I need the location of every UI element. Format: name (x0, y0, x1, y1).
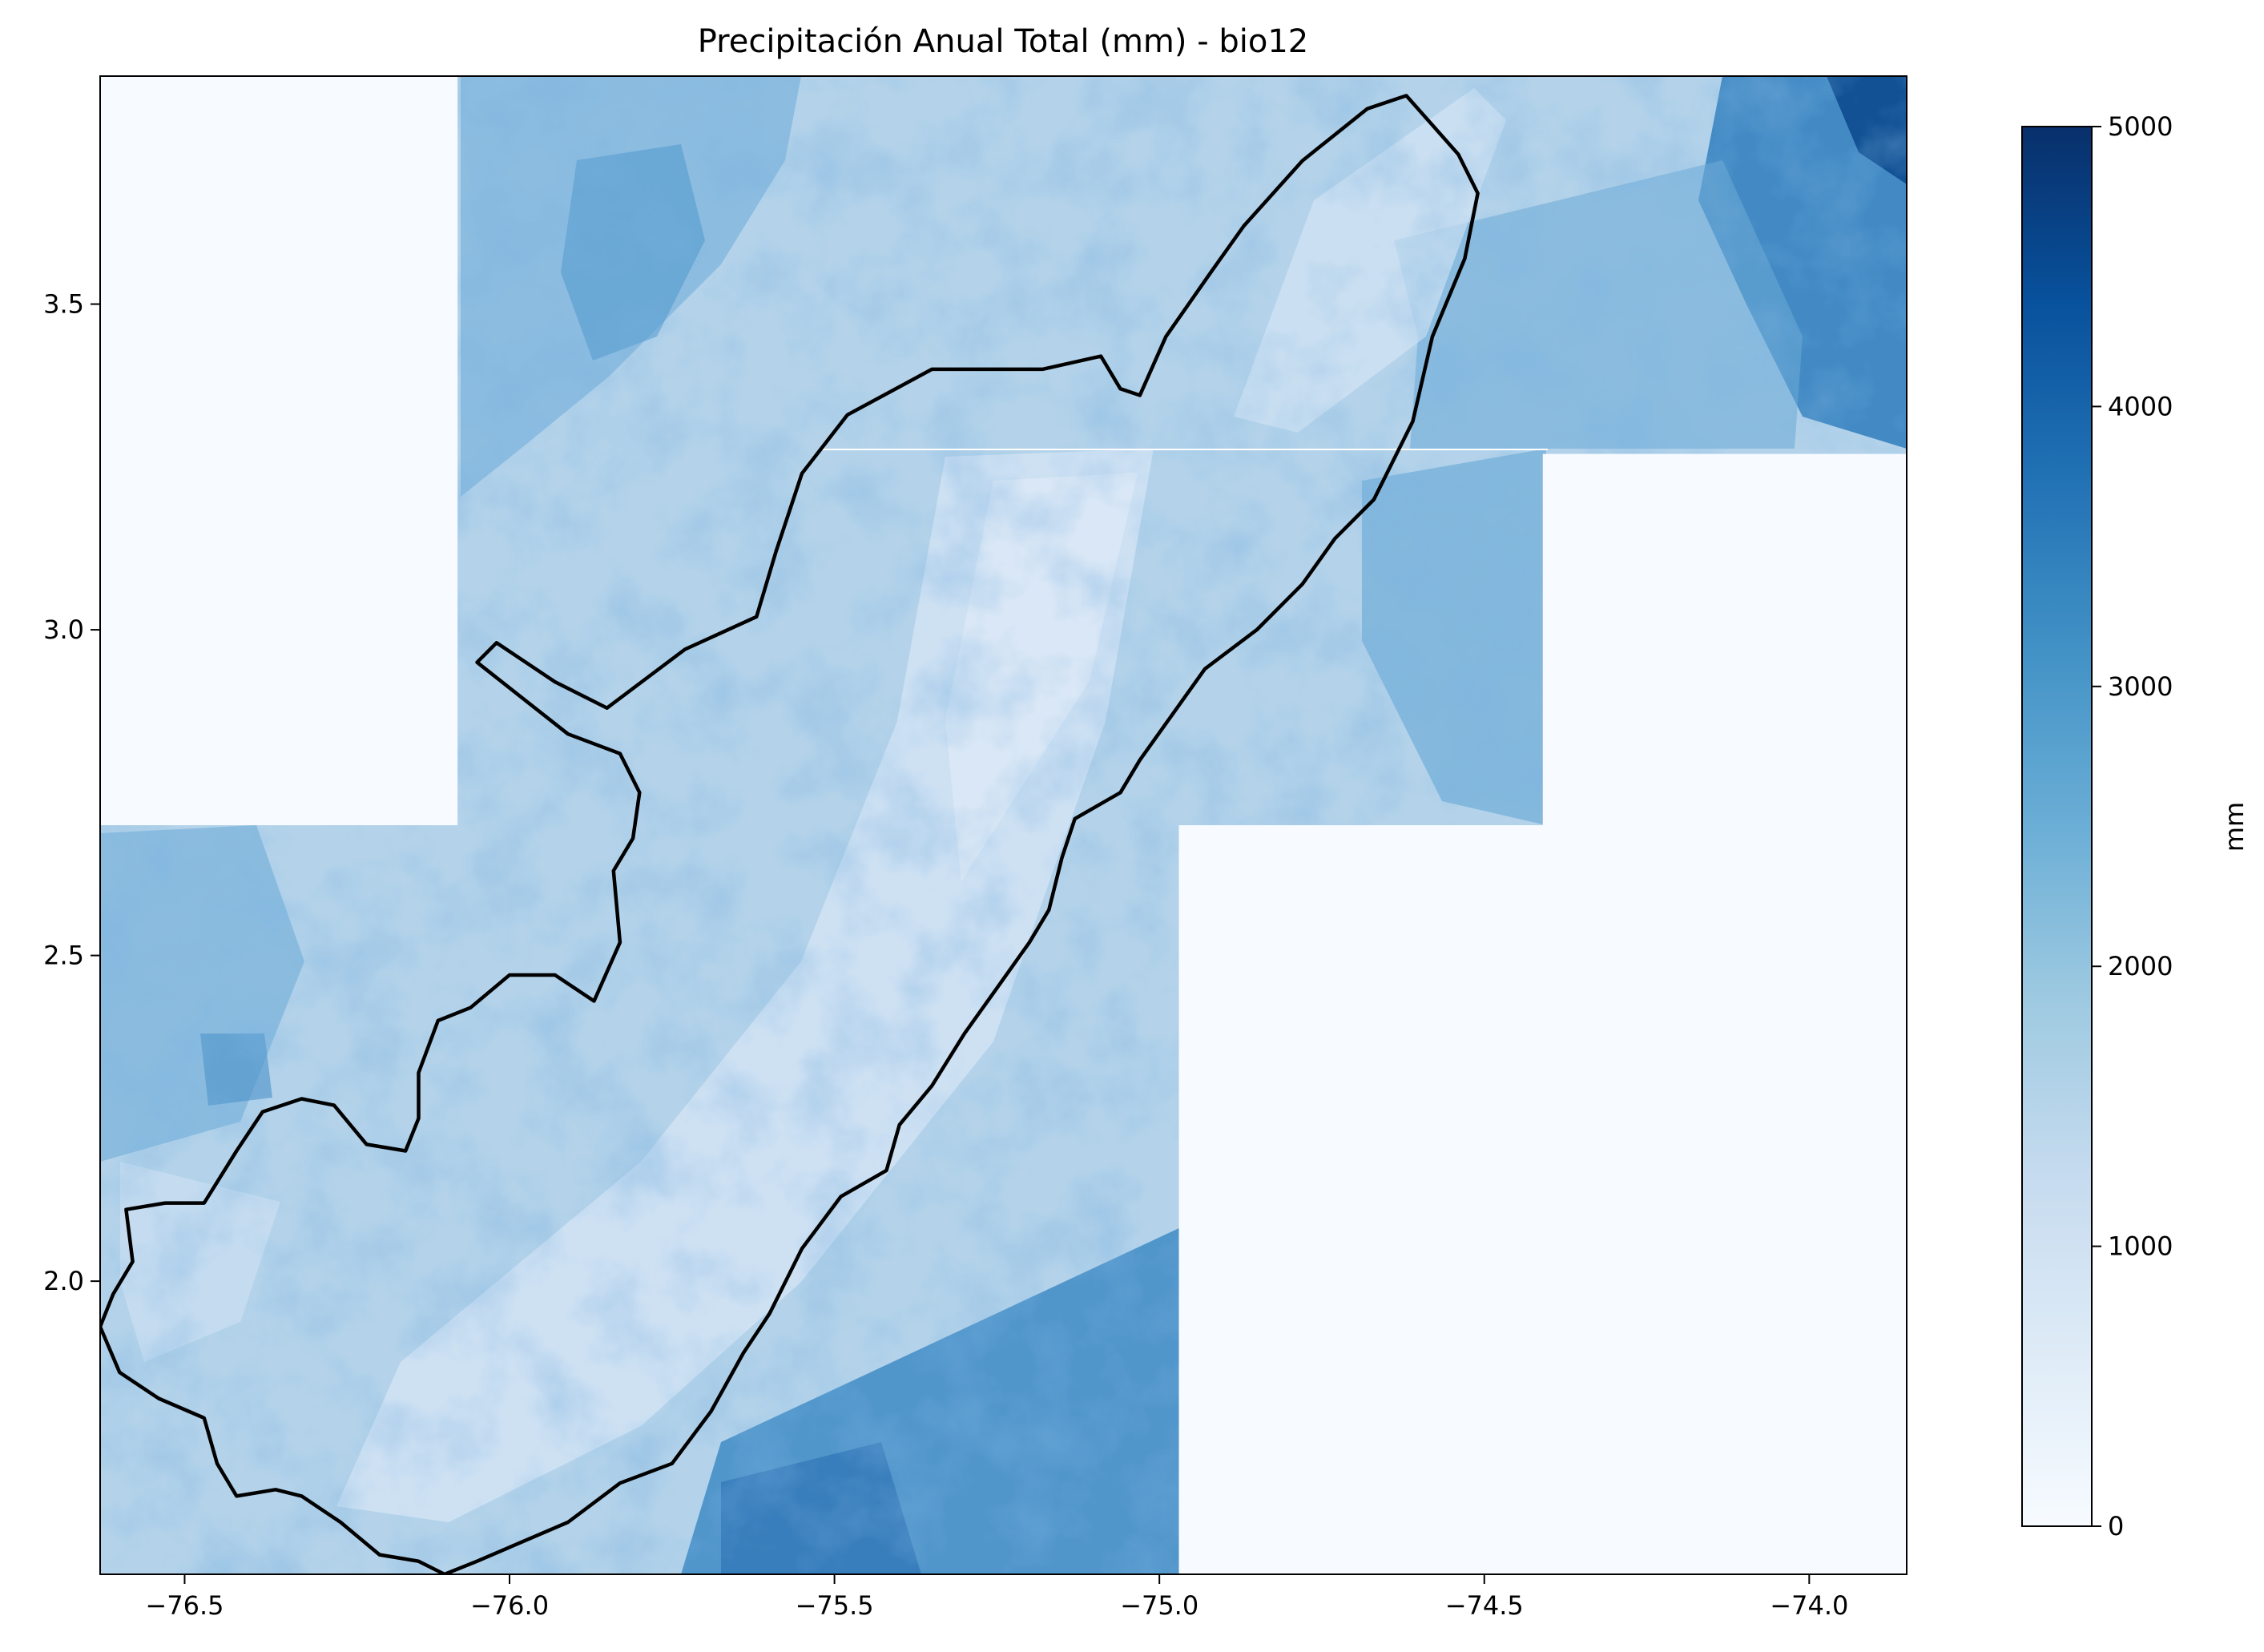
colorbar-label: mm (2219, 802, 2250, 852)
department-boundary (100, 94, 1480, 1574)
no-data-region (1542, 453, 1907, 825)
no-data-region (100, 76, 458, 825)
x-axis: −76.5 −76.0 −75.5 −75.0 −74.5 −74.0 (145, 1574, 1848, 1621)
x-tick-label: −75.5 (796, 1590, 874, 1621)
colorbar-tick-label: 0 (2108, 1511, 2124, 1541)
colorbar-gradient (2022, 127, 2092, 1526)
y-tick-label: 3.5 (43, 289, 84, 320)
colorbar-frame (2021, 126, 2093, 1527)
y-tick-label: 2.5 (43, 941, 84, 971)
x-tick-label: −74.5 (1445, 1590, 1524, 1621)
x-tick-label: −74.0 (1770, 1590, 1848, 1621)
y-axis: 3.5 3.0 2.5 2.0 (43, 289, 100, 1296)
colorbar-tick-label: 5000 (2108, 111, 2173, 142)
no-data-region (1178, 825, 1907, 1574)
y-tick-label: 3.0 (43, 614, 84, 645)
map-area (100, 76, 1907, 1574)
colorbar-tick-label: 2000 (2108, 951, 2173, 981)
x-tick-label: −76.0 (470, 1590, 549, 1621)
axes-frame (99, 75, 1907, 1575)
colorbar-tick-label: 1000 (2108, 1231, 2173, 1262)
colorbar-ticks: 0 1000 2000 3000 4000 5000 (2092, 111, 2173, 1541)
colorbar-tick-label: 3000 (2108, 671, 2173, 702)
colorbar-tick-label: 4000 (2108, 391, 2173, 421)
x-tick-label: −75.0 (1120, 1590, 1198, 1621)
map-title: Precipitación Anual Total (mm) - bio12 (698, 23, 1308, 60)
x-tick-label: −76.5 (145, 1590, 224, 1621)
y-tick-label: 2.0 (43, 1266, 84, 1296)
colorbar: 0 1000 2000 3000 4000 5000 mm (2021, 111, 2250, 1541)
no-data-regions (100, 76, 1907, 1574)
